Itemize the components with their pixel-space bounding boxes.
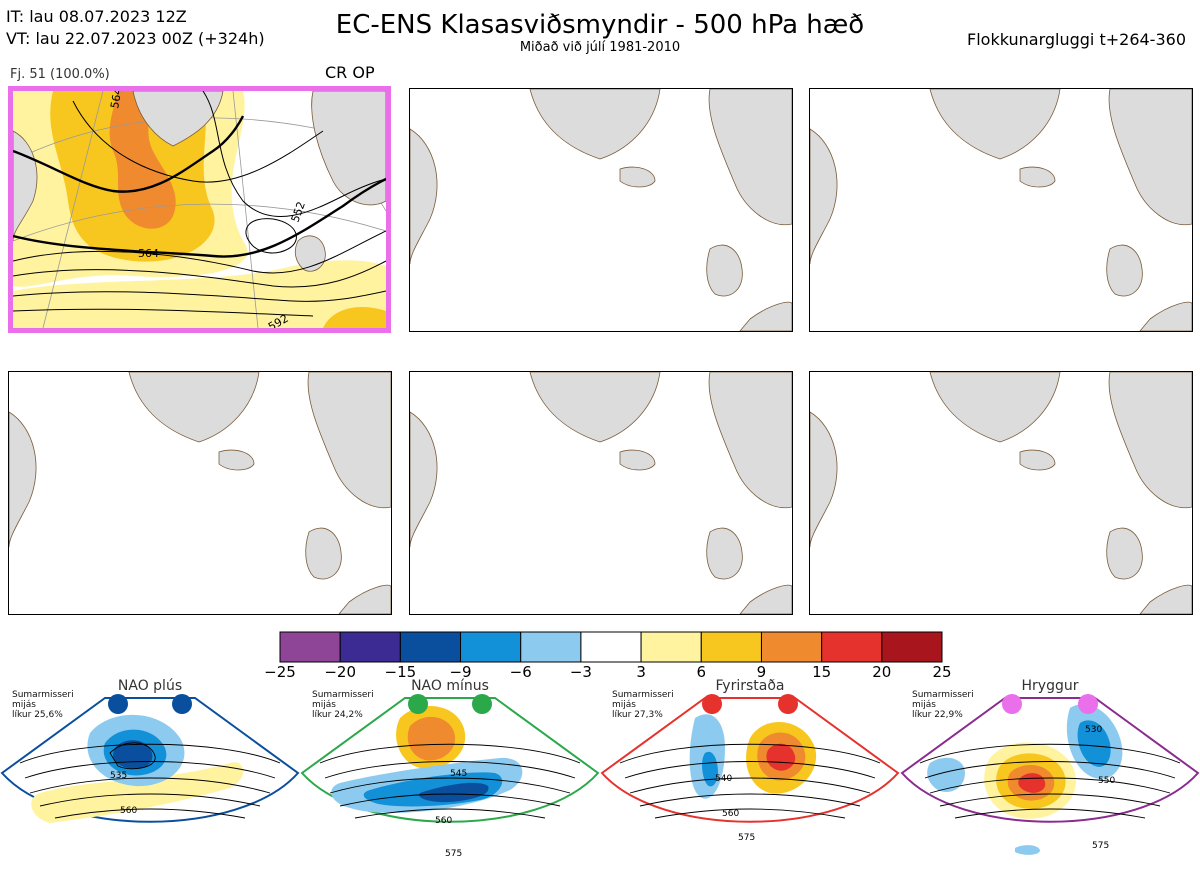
height-contours-bold bbox=[13, 115, 386, 258]
page-subtitle: Miðað við júlí 1981-2010 bbox=[519, 40, 681, 55]
members-label: Fj. 51 (100.0%) bbox=[10, 67, 110, 82]
land bbox=[410, 372, 792, 614]
regime-contour-labels: 530 550 575 bbox=[1085, 725, 1115, 851]
svg-text:530: 530 bbox=[1085, 725, 1102, 735]
contour-label-552: 552 bbox=[289, 200, 308, 224]
regime-dot bbox=[408, 694, 428, 714]
regime-contour-labels: 540 560 575 bbox=[715, 774, 755, 843]
colour-bar-cell bbox=[881, 631, 943, 663]
cluster-map-4 bbox=[9, 372, 391, 614]
cluster-panel-3[interactable] bbox=[809, 88, 1193, 332]
svg-text:575: 575 bbox=[1092, 841, 1109, 851]
regime-ridge: 530 550 575 Hryggur Sumarmisseri mijás l… bbox=[900, 678, 1200, 871]
regime-meta: Sumarmisseri mijás líkur 22,9% bbox=[912, 690, 974, 720]
colour-bar-tick-label: −15 bbox=[385, 663, 417, 680]
colour-bar-cell bbox=[279, 631, 341, 663]
land bbox=[810, 89, 1192, 331]
regime-meta: Sumarmisseri mijás líkur 24,2% bbox=[312, 690, 374, 720]
svg-text:550: 550 bbox=[1098, 776, 1115, 786]
anomaly-yellow-south bbox=[13, 260, 386, 328]
colour-bar-tick-label: −6 bbox=[510, 663, 532, 680]
contour-label-564-b: 564 bbox=[108, 91, 124, 110]
page-title: EC-ENS Klasasviðsmyndir - 500 hPa hæð bbox=[335, 10, 865, 40]
regime-dot bbox=[1078, 694, 1098, 714]
land bbox=[9, 372, 391, 614]
regime-contour-labels: 545 560 575 bbox=[435, 769, 467, 859]
colour-bar-tick-label: 20 bbox=[872, 663, 891, 680]
cluster-map-3 bbox=[810, 89, 1192, 331]
regime-map-ridge: 530 550 575 bbox=[900, 694, 1200, 855]
regime-map-nao-minus: 545 560 575 bbox=[300, 694, 600, 859]
cluster-panel-6[interactable] bbox=[809, 371, 1193, 615]
colour-bar-tick-label: −3 bbox=[570, 663, 592, 680]
regime-dot bbox=[702, 694, 722, 714]
colour-bar-cell bbox=[460, 631, 522, 663]
colour-bar: −25 −20 −15 −9 −6 −3 3 6 9 15 20 25 bbox=[264, 631, 952, 680]
regime-name: NAO mínus bbox=[411, 678, 489, 694]
cluster-map-5 bbox=[410, 372, 792, 614]
svg-text:545: 545 bbox=[450, 769, 467, 779]
regime-name: NAO plús bbox=[117, 678, 183, 694]
svg-text:575: 575 bbox=[445, 849, 462, 859]
regime-dot bbox=[778, 694, 798, 714]
land bbox=[410, 89, 792, 331]
cluster-panel-2[interactable] bbox=[409, 88, 793, 332]
svg-text:560: 560 bbox=[722, 809, 739, 819]
anomaly-gold-se bbox=[323, 306, 386, 328]
cluster-map-1: 564 552 564 592 bbox=[13, 91, 386, 328]
regime-dot bbox=[172, 694, 192, 714]
cluster-map-6 bbox=[810, 372, 1192, 614]
vt-line: VT: lau 22.07.2023 00Z (+324h) bbox=[6, 29, 265, 48]
colour-bar-tick-label: 25 bbox=[932, 663, 951, 680]
regime-meta: Sumarmisseri mijás líkur 27,3% bbox=[612, 690, 674, 720]
regime-blocking: 540 560 575 Fyrirstaða Sumarmisseri mijá… bbox=[600, 678, 900, 871]
svg-text:575: 575 bbox=[738, 833, 755, 843]
colour-bar-cell bbox=[399, 631, 462, 663]
regime-dot bbox=[108, 694, 128, 714]
regime-dot bbox=[472, 694, 492, 714]
contour-label-564-a: 564 bbox=[138, 247, 159, 260]
cluster-panel-4[interactable] bbox=[8, 371, 392, 615]
colour-bar-tick-label: 3 bbox=[636, 663, 646, 680]
svg-text:540: 540 bbox=[715, 774, 732, 784]
colour-bar-cell bbox=[821, 631, 883, 663]
colour-bar-tick-label: −9 bbox=[449, 663, 471, 680]
colour-bar-tick-label: −20 bbox=[324, 663, 356, 680]
svg-text:560: 560 bbox=[120, 806, 137, 816]
header-info: IT: lau 08.07.2023 12Z VT: lau 22.07.202… bbox=[6, 6, 265, 50]
colour-bar-cells bbox=[279, 631, 943, 663]
regime-contour-labels: 535 560 bbox=[110, 771, 137, 816]
cluster-map-2 bbox=[410, 89, 792, 331]
colour-bar-tick-label: 9 bbox=[757, 663, 767, 680]
cluster-panel-1[interactable]: 564 552 564 592 bbox=[8, 86, 391, 333]
it-line: IT: lau 08.07.2023 12Z bbox=[6, 7, 187, 26]
svg-text:535: 535 bbox=[110, 771, 127, 781]
regime-dot bbox=[1002, 694, 1022, 714]
colour-bar-tick-label: 15 bbox=[812, 663, 831, 680]
anomaly-orange bbox=[109, 91, 176, 229]
colour-bar-cell bbox=[760, 631, 823, 663]
regime-nao-minus: 545 560 575 NAO mínus Sumarmisseri mijás… bbox=[300, 678, 600, 871]
colour-bar-ticks: −25 −20 −15 −9 −6 −3 3 6 9 15 20 25 bbox=[264, 663, 951, 680]
colour-bar-cell bbox=[640, 631, 702, 663]
regime-name: Fyrirstaða bbox=[715, 678, 785, 694]
colour-bar-cell bbox=[339, 631, 401, 663]
height-contours bbox=[13, 91, 386, 317]
colour-bar-cell bbox=[700, 631, 762, 663]
regime-meta: Sumarmisseri mijás líkur 25,6% bbox=[12, 690, 74, 720]
regime-map-blocking: 540 560 575 bbox=[600, 694, 900, 843]
regime-nao-plus: 535 560 NAO plús Sumarmisseri mijás líku… bbox=[0, 678, 300, 871]
regime-map-nao-plus: 535 560 bbox=[0, 694, 300, 823]
cr-op-label: CR OP bbox=[325, 63, 375, 82]
window-label: Flokkunargluggi t+264-360 bbox=[967, 30, 1186, 49]
svg-text:560: 560 bbox=[435, 816, 452, 826]
regime-name: Hryggur bbox=[1021, 678, 1079, 694]
cluster-panel-5[interactable] bbox=[409, 371, 793, 615]
land bbox=[810, 372, 1192, 614]
colour-bar-cell bbox=[580, 631, 642, 663]
colour-bar-cell bbox=[520, 631, 582, 663]
land bbox=[13, 91, 386, 272]
colour-bar-tick-label: −25 bbox=[264, 663, 296, 680]
colour-bar-tick-label: 6 bbox=[696, 663, 706, 680]
